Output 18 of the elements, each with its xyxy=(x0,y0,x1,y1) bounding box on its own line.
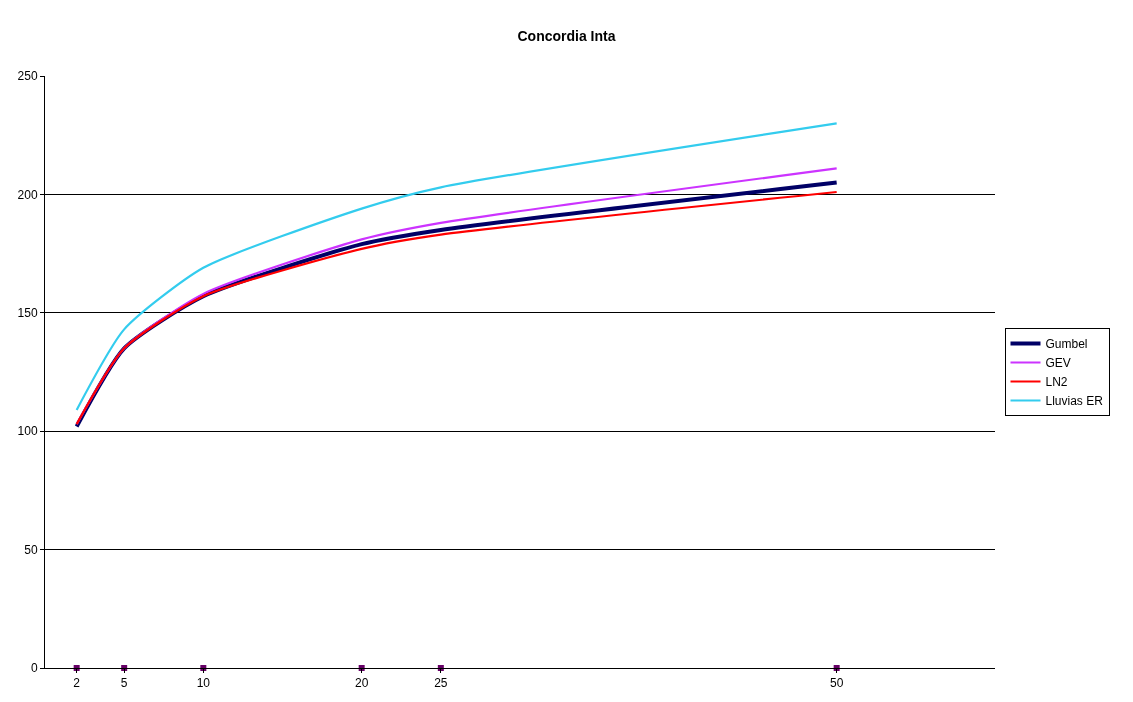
x-tick-label: 10 xyxy=(196,676,211,691)
legend-label: LN2 xyxy=(1045,375,1068,390)
legend-label: GEV xyxy=(1045,356,1071,371)
y-tick-label: 150 xyxy=(17,306,38,320)
x-tick-label: 5 xyxy=(120,676,128,691)
y-tick-label: 100 xyxy=(17,424,38,439)
x-tick-label: 25 xyxy=(434,676,448,691)
y-tick-label: 250 xyxy=(17,69,38,84)
x-tick-label: 50 xyxy=(829,676,844,691)
line-series xyxy=(75,122,838,411)
x-tick-label: 20 xyxy=(354,676,369,691)
y-tick-label: 0 xyxy=(30,661,38,676)
chart-title: Concordia Inta xyxy=(517,28,616,45)
legend-label: Gumbel xyxy=(1045,337,1088,352)
y-tick-label: 50 xyxy=(24,542,38,557)
x-tick-label: 2 xyxy=(73,676,81,691)
legend-label: Lluvias ER xyxy=(1045,394,1104,409)
y-tick-label: 200 xyxy=(17,187,38,202)
